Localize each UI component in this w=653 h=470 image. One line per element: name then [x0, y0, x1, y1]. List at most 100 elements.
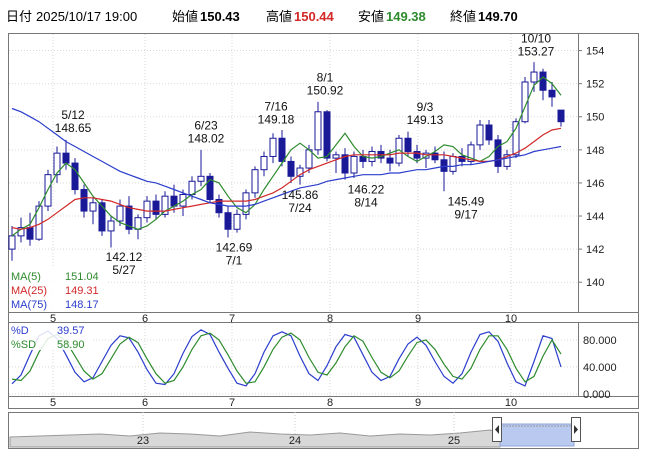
price-x-tick-label: 5: [50, 313, 56, 325]
close-value: 149.70: [478, 9, 518, 24]
low-value: 149.38: [386, 9, 426, 24]
annotation-date: 5/12: [61, 108, 85, 122]
candle-body: [323, 111, 331, 159]
stoch-legend-bg: [9, 323, 93, 350]
stoch-x-tick-label: 9: [415, 397, 421, 409]
open-label: 始値: [172, 9, 198, 24]
ma5-legend-label: MA(5): [11, 271, 41, 283]
annotation-value: 142.12: [106, 250, 143, 264]
candle-body: [404, 137, 412, 152]
candle-body: [332, 154, 340, 159]
candle-body: [53, 152, 61, 176]
candle-body: [548, 89, 556, 98]
price-y-tick-label: 150: [586, 112, 604, 124]
stoch-sd-legend-label: %SD: [11, 339, 36, 351]
candle-body: [80, 189, 88, 212]
navigator-tick-label: 23: [137, 435, 149, 447]
price-y-tick-label: 140: [586, 277, 604, 289]
annotation-date: 8/1: [317, 71, 334, 85]
ma25-legend-label: MA(25): [11, 285, 47, 297]
price-x-tick-label: 10: [505, 313, 517, 325]
candle-body: [440, 159, 448, 172]
candle-body: [557, 109, 565, 123]
price-y-tick-label: 152: [586, 79, 604, 91]
annotation-date: 7/24: [288, 201, 312, 215]
stoch-legend: %D 39.57 %SD 58.90: [9, 323, 93, 351]
candle-body: [206, 175, 214, 200]
ma75-legend-value: 148.17: [65, 299, 99, 311]
date-label: 日付: [6, 9, 32, 24]
candle-body: [422, 152, 430, 159]
candle-body: [134, 217, 142, 230]
stoch-y-tick-label: 40.000: [583, 362, 617, 374]
high-label: 高値: [266, 9, 292, 24]
candle-body: [107, 220, 115, 232]
candle-body: [512, 121, 520, 156]
candle-body: [197, 175, 205, 182]
annotation-date: 6/23: [194, 119, 218, 133]
candle-body: [539, 71, 547, 91]
candle-body: [98, 202, 106, 232]
stochastic-lines: [11, 329, 562, 387]
candle-body: [386, 157, 394, 164]
price-y-tick-label: 148: [586, 145, 604, 157]
candle-body: [242, 192, 250, 215]
candle-body: [287, 160, 295, 177]
annotation-value: 150.92: [307, 84, 344, 98]
candle-body: [8, 235, 16, 250]
stoch-d-legend-value: 39.57: [57, 325, 85, 337]
navigator-window[interactable]: [499, 423, 575, 447]
candle-body: [179, 194, 187, 207]
navigator-tick-label: 25: [448, 435, 460, 447]
price-grid: [9, 34, 578, 312]
annotation-value: 148.02: [188, 132, 225, 146]
candle-body: [350, 155, 358, 174]
stoch-sd-line: [11, 332, 562, 384]
candle-body: [413, 150, 421, 159]
candle-body: [26, 227, 34, 240]
candle-body: [233, 213, 241, 230]
annotation-date: 10/10: [521, 32, 551, 46]
stoch-x-ticks: 5 6 7 8 9 10: [50, 397, 517, 409]
stoch-d-line: [11, 329, 562, 387]
stoch-x-tick-label: 10: [505, 397, 517, 409]
candle-body: [215, 198, 223, 214]
price-x-ticks: 5 6 7 8 9 10: [50, 313, 517, 325]
candle-body: [161, 195, 169, 215]
stoch-y-tick-label: 80.000: [583, 335, 617, 347]
candle-body: [152, 200, 160, 215]
annotation-value: 148.65: [55, 121, 92, 135]
ma25-legend-value: 149.31: [65, 285, 99, 297]
navigator-left-handle[interactable]: [492, 417, 502, 442]
price-y-tick-label: 154: [586, 46, 604, 58]
ohlc-header: 日付 2025/10/17 19:00 始値 150.43 高値 150.44 …: [6, 9, 518, 24]
candle-body: [485, 124, 493, 141]
annotation-value: 146.22: [348, 182, 385, 196]
candle-body: [449, 155, 457, 172]
low-label: 安値: [358, 9, 384, 24]
candle-body: [467, 144, 475, 162]
annotation-value: 145.86: [282, 188, 319, 202]
stoch-y-ticks: 80.000 40.000 0.000: [583, 335, 617, 401]
annotation-value: 149.18: [258, 112, 295, 126]
moving-average-lines: [11, 76, 562, 237]
candle-body: [278, 137, 286, 162]
price-x-tick-label: 8: [327, 313, 333, 325]
candle-body: [125, 205, 133, 230]
candle-body: [143, 200, 151, 219]
ma75-line: [11, 107, 562, 207]
candle-body: [368, 150, 376, 162]
close-label: 終値: [450, 9, 476, 24]
annotation-date: 9/17: [454, 207, 478, 221]
ma75-legend-label: MA(75): [11, 299, 47, 311]
date-value: 2025/10/17 19:00: [36, 9, 137, 24]
price-date-axis: [8, 312, 639, 323]
candle-body: [116, 205, 124, 222]
candle-body: [341, 154, 349, 174]
ma-legend-bg: [9, 267, 107, 312]
candle-body: [503, 154, 511, 167]
navigator-right-handle[interactable]: [571, 417, 581, 442]
stoch-sd-legend-value: 58.90: [57, 339, 85, 351]
high-value: 150.44: [294, 9, 335, 24]
